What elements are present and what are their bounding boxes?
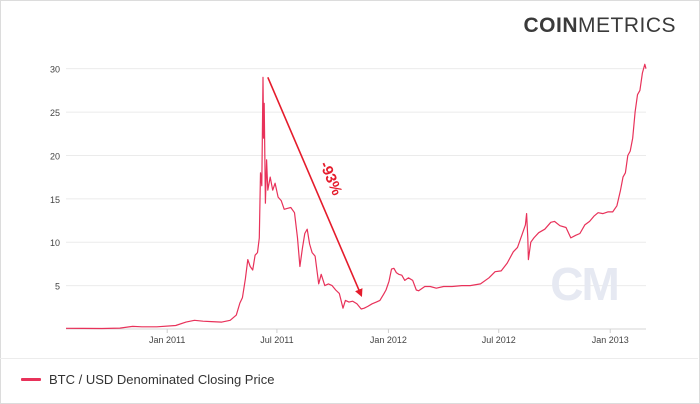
brand-part-metrics: METRICS [578,14,676,37]
y-tick-label: 25 [50,108,60,118]
coinmetrics-logo: COINMETRICS [524,14,677,38]
series-layer [65,63,647,330]
legend[interactable]: BTC / USD Denominated Closing Price [21,372,274,387]
y-tick-label: 20 [50,151,60,161]
drawdown-label: -93% [316,159,345,198]
x-tick-label: Jan 2013 [592,335,629,345]
y-tick-label: 30 [50,65,60,75]
brand-part-coin: COIN [523,14,578,37]
legend-label: BTC / USD Denominated Closing Price [49,372,275,387]
series-line-0 [65,63,647,330]
annotation-layer: -93% [267,77,363,297]
x-axis: Jan 2011 Jul 2011 Jan 2012 Jul 2012 Jan 2013 [66,328,646,345]
x-tick-label: Jul 2012 [482,335,516,345]
x-tick-label: Jan 2011 [149,335,185,345]
drawdown-arrow [267,77,363,297]
y-tick-label: 5 [55,282,60,292]
watermark-layer: CM [550,258,620,310]
grid-layer [66,68,646,287]
x-tick-label: Jul 2011 [260,335,293,345]
legend-divider [0,358,698,359]
y-tick-label: 15 [50,195,60,205]
legend-swatch [21,378,41,381]
cm-watermark-logo: CM [550,258,618,310]
y-tick-label: 10 [50,238,60,248]
y-axis: 5 10 15 20 25 30 [50,65,60,292]
x-tick-label: Jan 2012 [370,335,407,345]
